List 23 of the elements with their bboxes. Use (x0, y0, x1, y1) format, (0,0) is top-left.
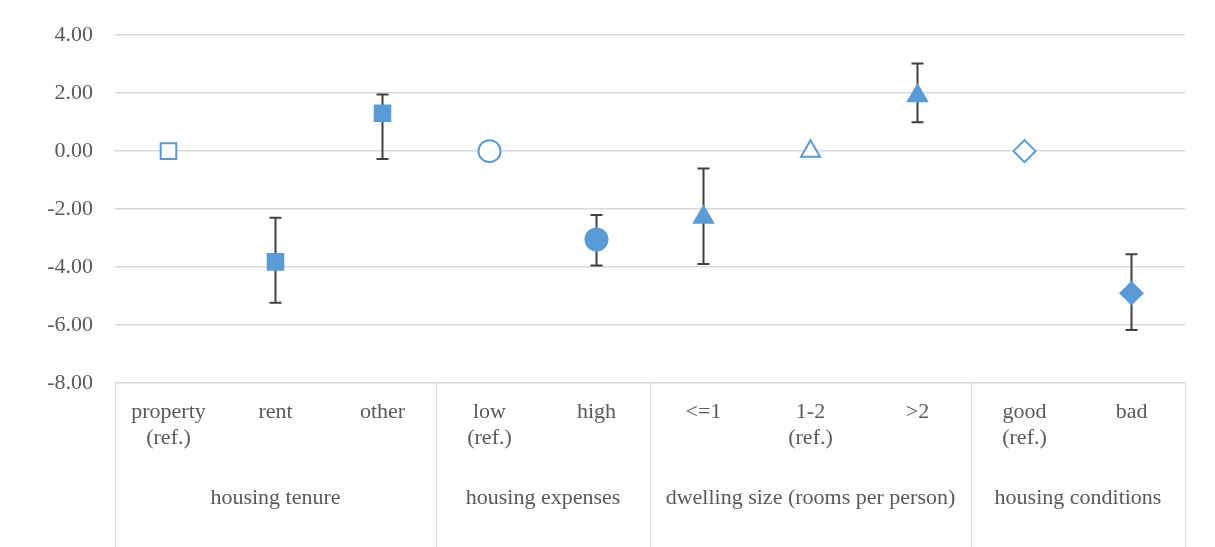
y-tick-label: -8.00 (47, 368, 93, 394)
point (266, 253, 285, 271)
x-tick-label: good (ref.) (1002, 397, 1047, 450)
text: housing expenses (465, 483, 621, 509)
text: dwelling size (rooms per person) (665, 483, 956, 509)
x-tick-label: bad (1115, 397, 1148, 423)
y-tick-label: 0.00 (54, 136, 93, 162)
y-tick-label: -2.00 (47, 194, 93, 220)
x-tick-label: high (576, 397, 617, 423)
x-tick-label: <=1 (685, 397, 722, 423)
x-tick-label: other (359, 397, 406, 423)
y-tick-label: 2.00 (54, 78, 93, 104)
x-tick-label: rent (258, 397, 293, 423)
x-tick-label: property (ref.) (131, 397, 206, 450)
x-tick-label: low (ref.) (467, 397, 512, 450)
x-tick-label: 1-2 (ref.) (788, 397, 833, 450)
text: housing conditions (994, 483, 1162, 509)
y-tick-label: 4.00 (54, 20, 93, 46)
text: housing tenure (210, 483, 341, 509)
point (373, 104, 392, 122)
x-tick-label: >2 (905, 397, 930, 423)
y-tick-label: -4.00 (47, 252, 93, 278)
y-tick-label: -6.00 (47, 310, 93, 336)
